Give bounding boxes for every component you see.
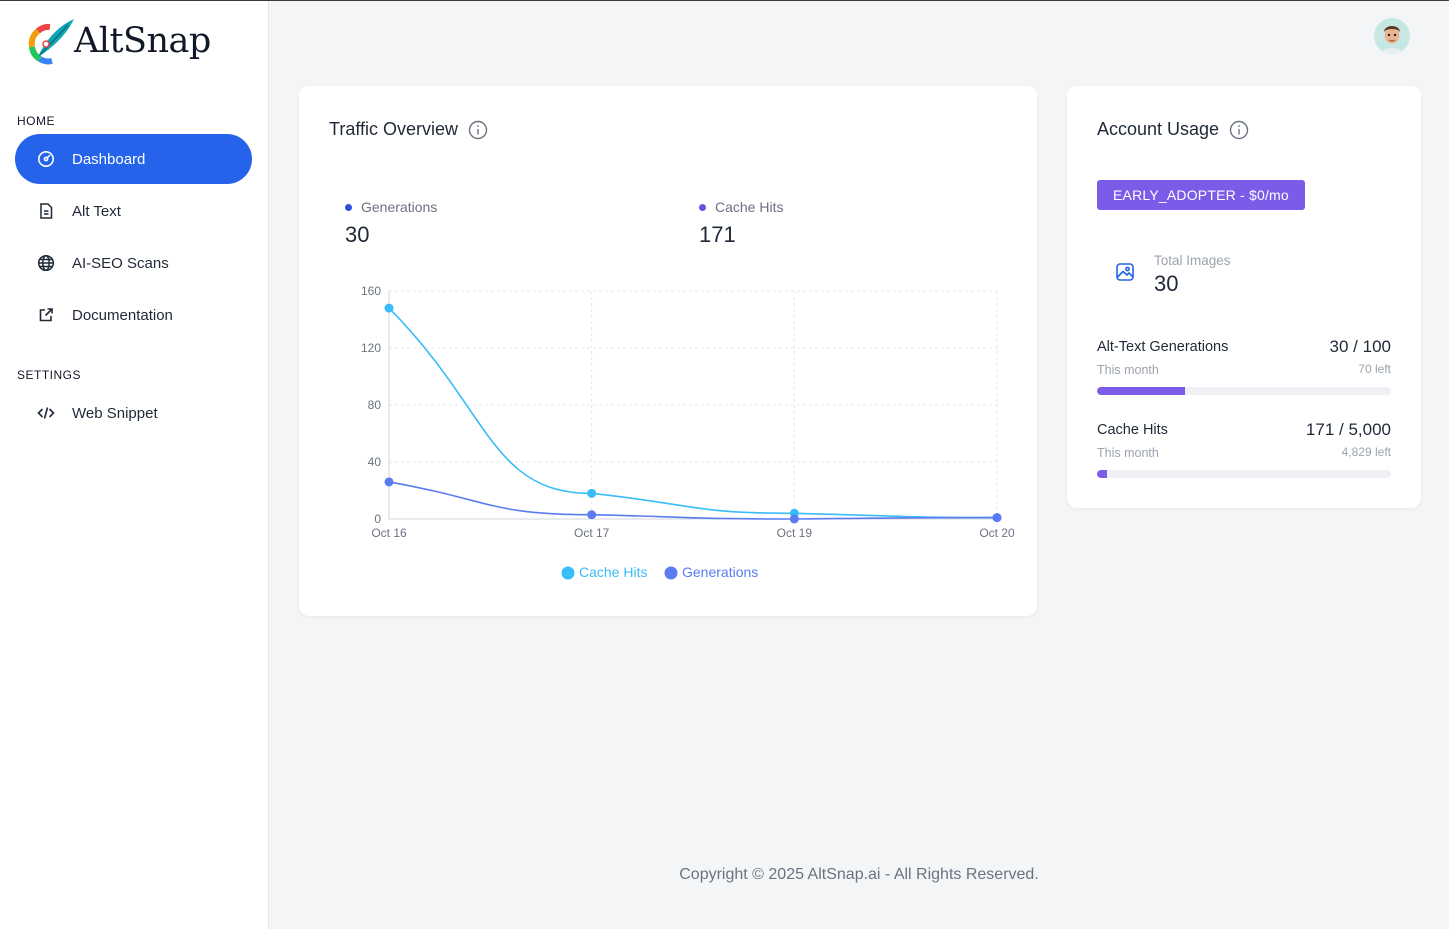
window-top-border — [0, 0, 1449, 1]
sidebar: AltSnap HOME Dashboard Alt Text AI-SEO S… — [0, 1, 269, 929]
footer-copyright: Copyright © 2025 AltSnap.ai - All Rights… — [679, 866, 1039, 883]
brand-logo[interactable]: AltSnap — [24, 17, 211, 65]
usage-cache-hits-remaining: 4,829 left — [1341, 445, 1391, 459]
globe-icon — [37, 254, 55, 272]
account-usage-card: Account Usage EARLY_ADOPTER - $0/mo Tota… — [1067, 86, 1421, 508]
section-title-settings: SETTINGS — [17, 368, 82, 382]
sidebar-item-label: AI-SEO Scans — [72, 254, 169, 272]
x-tick-label: Oct 19 — [777, 526, 813, 540]
data-point — [384, 303, 394, 313]
stat-label-text: Generations — [361, 199, 438, 215]
card-title-text: Traffic Overview — [329, 119, 459, 139]
usage-alt-text-progress — [1097, 387, 1391, 395]
y-tick-label: 160 — [361, 284, 381, 298]
sidebar-item-label: Web Snippet — [72, 404, 158, 422]
series-line-cache-hits — [388, 307, 998, 519]
card-title-text: Account Usage — [1097, 119, 1220, 139]
traffic-overview-title: Traffic Overview — [329, 119, 488, 140]
progress-fill — [1097, 387, 1186, 395]
code-icon — [37, 404, 55, 422]
sidebar-item-documentation[interactable]: Documentation — [15, 290, 252, 340]
usage-cache-hits-value: 171 / 5,000 — [1305, 420, 1391, 439]
legend-marker — [664, 566, 678, 580]
traffic-line-chart: 0 40 80 120 160 Oct 16 Oct 17 Oct 19 Oct 20 Cache… — [361, 284, 1015, 580]
user-avatar[interactable] — [1374, 18, 1410, 54]
series-line-generations — [388, 481, 998, 520]
stat-generations-label: Generations — [345, 199, 437, 215]
stat-cache-hits-label: Cache Hits — [699, 199, 783, 215]
account-usage-title: Account Usage — [1097, 119, 1249, 140]
legend-marker — [561, 566, 575, 580]
sidebar-item-web-snippet[interactable]: Web Snippet — [15, 388, 252, 438]
sidebar-item-label: Documentation — [72, 306, 173, 324]
gauge-icon — [37, 150, 55, 168]
legend-label: Cache Hits — [579, 564, 647, 580]
stat-label-text: Cache Hits — [715, 199, 784, 215]
generations-dot — [345, 203, 352, 211]
info-icon[interactable] — [468, 120, 488, 140]
y-tick-label: 40 — [368, 455, 382, 469]
altsnap-logo-icon — [28, 19, 74, 65]
y-tick-label: 80 — [368, 398, 382, 412]
info-icon[interactable] — [1229, 120, 1249, 140]
stat-generations-value: 30 — [345, 222, 370, 247]
image-icon — [1116, 263, 1134, 281]
usage-cache-hits-name: Cache Hits — [1097, 422, 1168, 438]
document-icon — [37, 202, 55, 220]
sidebar-item-alt-text[interactable]: Alt Text — [15, 186, 252, 236]
usage-alt-text-remaining: 70 left — [1358, 362, 1391, 376]
usage-cache-hits-progress — [1097, 470, 1391, 478]
sidebar-item-ai-seo-scans[interactable]: AI-SEO Scans — [15, 238, 252, 288]
y-tick-label: 120 — [361, 341, 381, 355]
data-point — [384, 477, 394, 487]
plan-badge: EARLY_ADOPTER - $0/mo — [1097, 180, 1305, 210]
sidebar-item-dashboard[interactable]: Dashboard — [15, 134, 252, 184]
usage-alt-text-name: Alt-Text Generations — [1097, 339, 1229, 355]
data-point — [587, 510, 597, 520]
x-tick-label: Oct 16 — [371, 526, 407, 540]
traffic-overview-card: Traffic Overview Generations 30 Cache Hi… — [299, 86, 1037, 616]
usage-alt-text-value: 30 / 100 — [1329, 337, 1391, 356]
data-point — [587, 488, 597, 498]
total-images-label: Total Images — [1154, 253, 1231, 268]
progress-fill — [1097, 470, 1107, 478]
x-tick-label: Oct 17 — [574, 526, 610, 540]
section-title-home: HOME — [17, 114, 55, 128]
brand-name: AltSnap — [74, 21, 211, 61]
external-link-icon — [37, 306, 55, 324]
legend-label: Generations — [682, 564, 758, 580]
usage-cache-hits-period: This month — [1097, 446, 1159, 460]
data-point — [789, 514, 799, 524]
data-point — [992, 513, 1002, 523]
cache-hits-dot — [699, 203, 706, 211]
avatar-icon — [1374, 18, 1410, 54]
sidebar-item-label: Dashboard — [72, 150, 146, 168]
usage-alt-text-period: This month — [1097, 363, 1159, 377]
stat-cache-hits-value: 171 — [699, 222, 736, 247]
y-tick-label: 0 — [374, 512, 381, 526]
sidebar-item-label: Alt Text — [72, 202, 121, 220]
x-tick-label: Oct 20 — [979, 526, 1015, 540]
total-images-value: 30 — [1154, 271, 1179, 296]
